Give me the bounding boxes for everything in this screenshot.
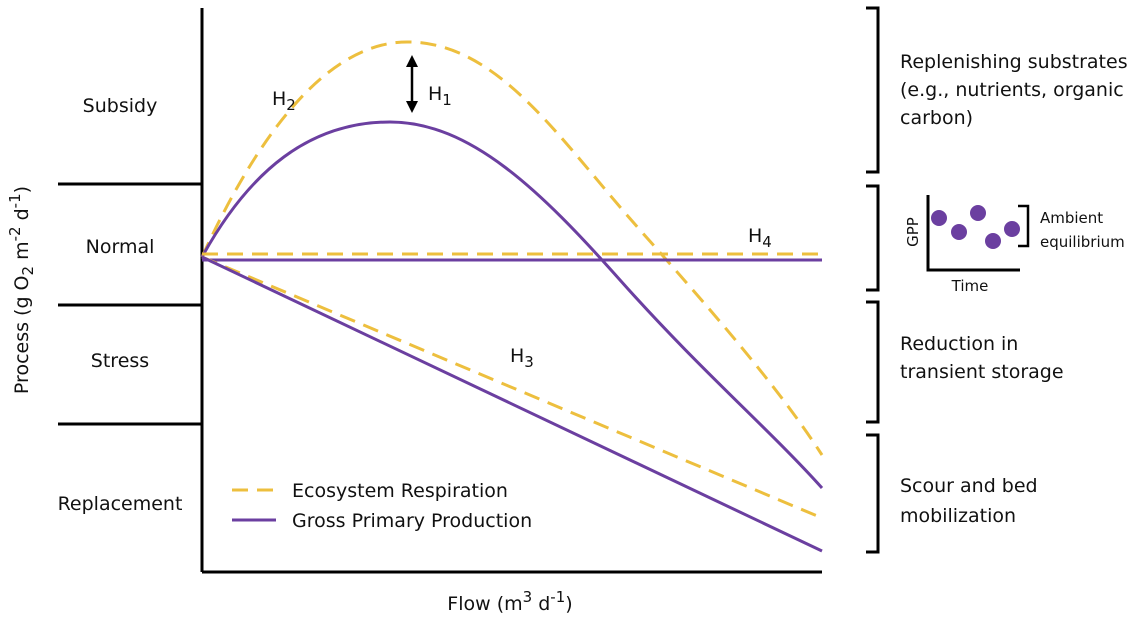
bracket — [866, 433, 880, 554]
text: 2 — [19, 266, 37, 276]
x-axis-label: Flow (m3 d-1) — [447, 588, 572, 615]
dot — [970, 205, 986, 221]
annotation: Scour and bed — [900, 475, 1038, 497]
annotation: Reduction in — [900, 333, 1018, 355]
annotation: (e.g., nutrients, organic — [900, 79, 1124, 101]
text: H — [428, 83, 442, 105]
text: d — [532, 593, 550, 615]
bracket — [866, 300, 880, 424]
bracket — [866, 184, 880, 292]
zone-label: Normal — [86, 236, 155, 258]
y-axis-label: Process (g O2 m-2 d-1) — [6, 186, 37, 394]
text: -1 — [550, 588, 565, 606]
arrowheads — [406, 55, 418, 113]
gpp-subsidy-curve — [200, 120, 824, 490]
text: H — [748, 225, 762, 247]
text: 3 — [524, 353, 534, 371]
legend-label: Gross Primary Production — [292, 510, 532, 532]
text: H — [272, 88, 286, 110]
text: ) — [11, 186, 33, 193]
zone-label: Stress — [91, 350, 149, 372]
bracket — [1018, 204, 1030, 248]
annotation: mobilization — [900, 505, 1016, 527]
dot — [931, 210, 947, 226]
dot — [951, 224, 967, 240]
bracket — [866, 6, 880, 174]
gpp-stress-line — [201, 255, 823, 553]
inset-y-label: GPP — [904, 217, 922, 247]
hypothesis-label: H1 — [428, 83, 452, 109]
text: -1 — [6, 193, 24, 208]
dot — [985, 233, 1001, 249]
text: H — [510, 345, 524, 367]
text: m — [11, 241, 33, 266]
inset-x-label: Time — [951, 277, 989, 295]
text: -2 — [6, 226, 24, 241]
legend-label: Ecosystem Respiration — [292, 480, 508, 502]
zone-label: Subsidy — [83, 95, 158, 117]
hypothesis-label: H2 — [272, 88, 296, 114]
text: 1 — [442, 91, 452, 109]
text: 4 — [762, 233, 772, 251]
annotation: carbon) — [900, 107, 973, 129]
er-subsidy-curve — [200, 40, 824, 456]
text: ) — [565, 593, 572, 615]
er-stress-line — [201, 255, 823, 520]
text: 3 — [523, 588, 533, 606]
text: Process (g O — [11, 275, 33, 394]
annotation: Ambient — [1040, 209, 1103, 227]
text: 2 — [286, 96, 296, 114]
inset-axes — [926, 195, 1020, 272]
hypothesis-label: H4 — [748, 225, 772, 251]
hypothesis-label: H3 — [510, 345, 534, 371]
text: d — [11, 208, 33, 226]
dot — [1004, 221, 1020, 237]
zone-label: Replacement — [58, 493, 183, 515]
annotation: equilibrium — [1040, 233, 1125, 251]
annotation: Replenishing substrates — [900, 51, 1128, 73]
annotation: transient storage — [900, 361, 1064, 383]
text: Flow (m — [447, 593, 522, 615]
